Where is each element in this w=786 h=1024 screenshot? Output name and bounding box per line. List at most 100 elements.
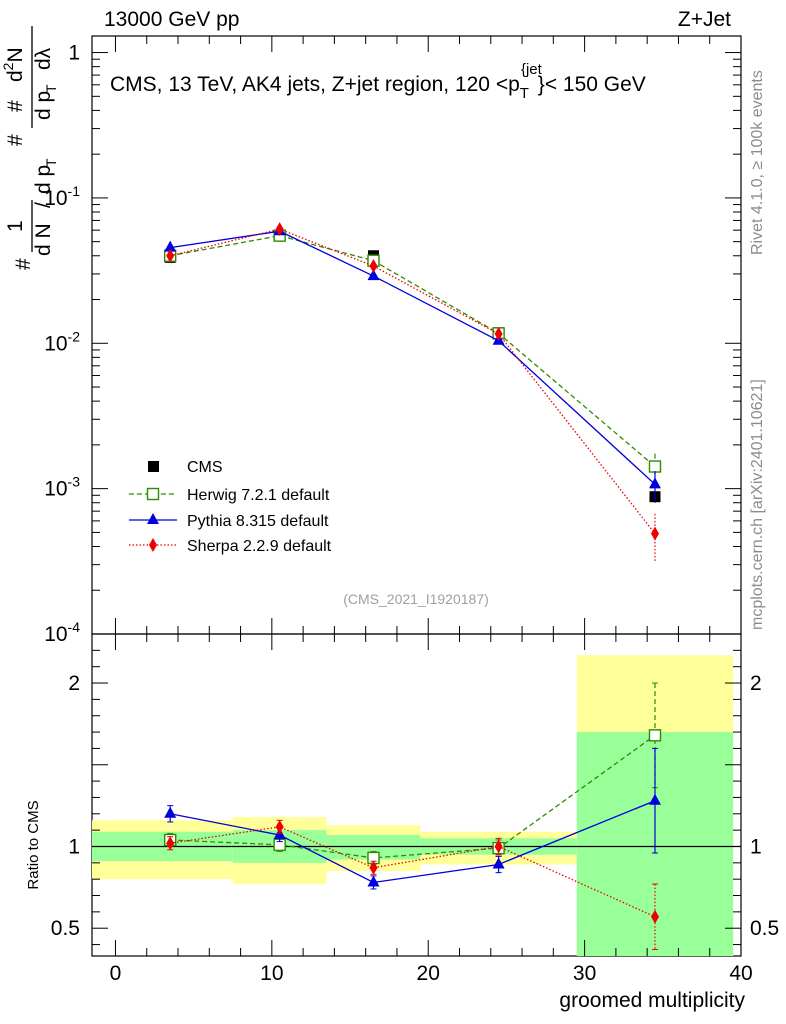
y-title-dlambda: dλ	[32, 47, 55, 70]
main-series-layer	[163, 222, 662, 563]
data-point-sherpa	[650, 909, 659, 924]
data-point-sherpa	[166, 836, 175, 851]
data-point-sherpa	[166, 248, 175, 263]
analysis-id-label: (CMS_2021_I1920187)	[343, 591, 489, 607]
legend-sherpa-label: Sherpa 2.2.9 default	[187, 538, 332, 555]
rivet-version-label: Rivet 4.1.0, ≥ 100k events	[749, 70, 766, 255]
legend-herwig-marker	[146, 487, 160, 501]
y-title-d2N-exp: 2	[0, 62, 16, 70]
y-tick-label: 10-4	[44, 619, 80, 646]
ratio-series-pythia	[164, 747, 661, 890]
series-sherpa	[166, 222, 659, 563]
data-point-sherpa	[650, 526, 659, 541]
ratio-y-axis-ticks: 0.5 0.5 1 1 2 2	[51, 649, 779, 946]
y-title-pT-sub: T	[43, 158, 59, 167]
data-point-pythia	[648, 793, 661, 805]
y-title-d2N: d2N	[0, 47, 27, 82]
x-axis-ticks: 0 10 20 30 40	[110, 36, 753, 985]
data-point-sherpa	[369, 259, 378, 274]
data-point-pythia	[164, 806, 177, 818]
legend-pythia-marker	[147, 513, 159, 524]
data-point-sherpa	[275, 222, 284, 237]
energy-label: 13000 GeV pp	[104, 8, 239, 31]
y-tick-base: 10	[44, 623, 67, 646]
plot-title: CMS, 13 TeV, AK4 jets, Z+jet region, 120…	[110, 61, 646, 102]
y-title-hash2: #	[4, 134, 27, 146]
y-tick-base: 10	[44, 478, 67, 501]
legend-cms-marker	[148, 461, 159, 472]
y-title-d2N-d: d	[4, 70, 27, 82]
plot-title-suffix: < 150 GeV	[545, 73, 646, 96]
data-point-sherpa	[369, 860, 378, 875]
y-tick-label: 10-1	[44, 183, 80, 210]
main-y-axis-ticks: 10-410-310-210-11	[44, 42, 741, 646]
y-title-dpT: d p	[32, 165, 55, 194]
y-title-pT2-sub: T	[43, 84, 59, 93]
y-title-one: 1	[4, 220, 27, 232]
data-point-herwig	[648, 460, 662, 473]
y-title-slash: /	[32, 202, 55, 208]
plot-title-prefix: CMS, 13 TeV, AK4 jets, Z+jet region, 120…	[110, 73, 520, 96]
ratio-tick-label-right: 0.5	[750, 917, 779, 940]
data-point-sherpa	[275, 819, 284, 834]
y-tick-exponent: -4	[68, 619, 81, 635]
legend: CMS Herwig 7.2.1 default Pythia 8.315 de…	[129, 459, 332, 555]
y-title-hash3: #	[4, 100, 27, 112]
legend-herwig-label: Herwig 7.2.1 default	[187, 487, 330, 504]
legend-pythia-label: Pythia 8.315 default	[187, 513, 329, 530]
y-title-dN: d N	[32, 223, 55, 256]
x-tick-label: 10	[260, 962, 283, 985]
legend-entry-cms: CMS	[148, 459, 223, 476]
series-line-herwig	[170, 234, 656, 467]
ratio-series-layer	[163, 682, 662, 950]
y-tick-exponent: -2	[68, 328, 81, 344]
ratio-tick-label-right: 1	[750, 835, 762, 858]
y-title-d2N-N: N	[4, 47, 27, 62]
plot-title-jet-sup: {jet	[521, 61, 543, 78]
main-y-axis-title: # 1 d N / d p T # # d2N d p T dλ	[0, 26, 59, 270]
ratio-tick-label-left: 2	[68, 672, 80, 695]
y-tick-label: 10-3	[44, 474, 80, 501]
y-tick-label: 1	[68, 42, 80, 65]
x-tick-label: 20	[417, 962, 440, 985]
y-tick-base: 10	[44, 187, 67, 210]
legend-cms-label: CMS	[187, 459, 223, 476]
x-tick-label: 0	[110, 962, 122, 985]
y-tick-base: 10	[44, 332, 67, 355]
ratio-series-sherpa	[166, 819, 659, 950]
ratio-line-sherpa	[170, 826, 656, 918]
process-label: Z+Jet	[678, 8, 731, 31]
legend-entry-pythia: Pythia 8.315 default	[129, 513, 329, 530]
series-cms	[164, 230, 661, 503]
legend-entry-herwig: Herwig 7.2.1 default	[129, 487, 330, 504]
legend-sherpa-marker	[149, 538, 157, 552]
legend-entry-sherpa: Sherpa 2.2.9 default	[129, 538, 332, 555]
series-line-pythia	[170, 230, 656, 485]
y-tick-base: 1	[68, 42, 80, 65]
mcplots-credit-label: mcplots.cern.ch [arXiv:2401.10621]	[749, 379, 766, 630]
data-point-sherpa	[494, 326, 503, 341]
data-point-pythia	[648, 477, 661, 489]
data-point-pythia	[367, 875, 380, 887]
ratio-tick-label-left: 0.5	[51, 917, 80, 940]
y-title-dpT2: d p	[32, 91, 55, 120]
ratio-y-axis-title: Ratio to CMS	[25, 800, 42, 889]
plot-title-sup-close: }	[538, 73, 545, 96]
data-point-pythia	[367, 269, 380, 281]
ratio-tick-label-right: 2	[750, 672, 762, 695]
x-tick-label: 40	[729, 962, 752, 985]
y-tick-label: 10-2	[44, 328, 80, 355]
data-point-herwig	[648, 729, 662, 742]
y-tick-exponent: -1	[68, 183, 81, 199]
y-tick-exponent: -3	[68, 474, 81, 490]
ratio-panel-frame	[91, 633, 742, 957]
ratio-tick-label-left: 1	[68, 835, 80, 858]
y-title-hash1: #	[12, 258, 35, 270]
data-point-pythia	[164, 240, 177, 252]
plot-title-pt-sub: T	[520, 85, 529, 102]
series-pythia	[164, 224, 661, 502]
x-axis-title: groomed multiplicity	[559, 989, 745, 1012]
x-tick-label: 30	[573, 962, 596, 985]
data-point-pythia	[492, 857, 505, 869]
